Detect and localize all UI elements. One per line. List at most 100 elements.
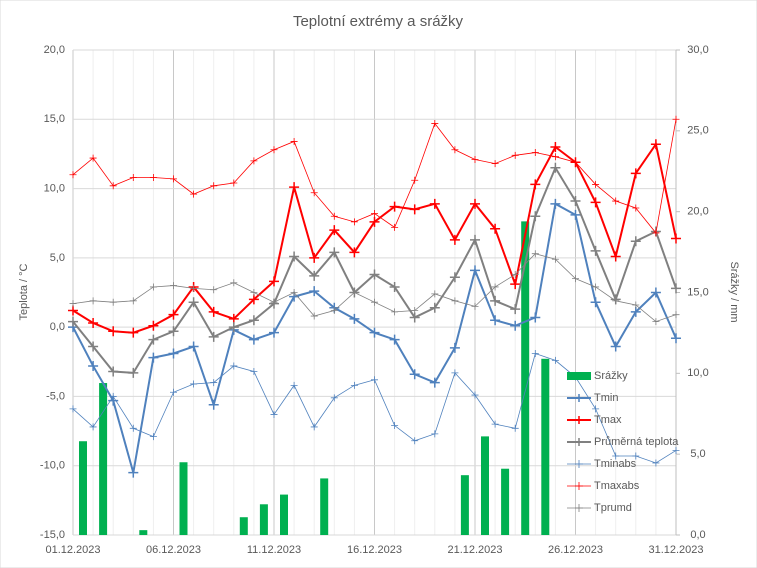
y-tick-label: 10,0 bbox=[44, 182, 65, 194]
x-tick-label: 01.12.2023 bbox=[45, 544, 100, 556]
point-marker bbox=[530, 179, 541, 190]
point-marker bbox=[88, 317, 99, 328]
point-marker bbox=[511, 424, 519, 432]
point-marker bbox=[672, 115, 680, 123]
legend-label: Srážky bbox=[594, 370, 628, 382]
bar bbox=[521, 221, 530, 535]
point-marker bbox=[190, 190, 198, 198]
point-marker bbox=[309, 286, 320, 297]
point-marker bbox=[672, 311, 680, 319]
point-marker bbox=[389, 281, 400, 292]
point-marker bbox=[208, 306, 219, 317]
point-marker bbox=[148, 320, 159, 331]
point-marker bbox=[671, 283, 681, 294]
y2-tick-label: 25,0 bbox=[687, 125, 708, 137]
point-marker bbox=[652, 459, 660, 467]
point-marker bbox=[230, 279, 238, 287]
point-marker bbox=[208, 331, 219, 342]
point-marker bbox=[391, 308, 399, 316]
point-marker bbox=[210, 182, 218, 190]
y-axis-label: Teplota / °C bbox=[18, 263, 30, 320]
point-marker bbox=[551, 153, 559, 161]
point-marker bbox=[190, 284, 198, 292]
point-marker bbox=[510, 320, 521, 331]
point-marker bbox=[429, 377, 440, 388]
point-marker bbox=[148, 352, 159, 363]
point-marker bbox=[149, 173, 157, 181]
point-marker bbox=[411, 176, 419, 184]
point-marker bbox=[128, 467, 139, 478]
point-marker bbox=[431, 119, 439, 127]
point-marker bbox=[269, 276, 279, 287]
point-marker bbox=[310, 312, 318, 320]
point-marker bbox=[350, 289, 358, 296]
point-marker bbox=[310, 423, 318, 431]
point-marker bbox=[250, 289, 258, 296]
y2-tick-label: 10,0 bbox=[687, 367, 708, 379]
y-tick-label: 20,0 bbox=[44, 44, 65, 56]
point-marker bbox=[592, 180, 600, 188]
point-marker bbox=[69, 171, 77, 179]
point-marker bbox=[109, 392, 117, 400]
point-marker bbox=[389, 334, 400, 345]
point-marker bbox=[391, 223, 399, 231]
point-marker bbox=[530, 312, 541, 323]
point-marker bbox=[411, 437, 419, 445]
point-marker bbox=[449, 342, 460, 353]
point-marker bbox=[612, 452, 620, 460]
point-marker bbox=[170, 282, 177, 290]
bar bbox=[99, 383, 108, 535]
point-marker bbox=[330, 394, 338, 402]
point-marker bbox=[470, 198, 480, 209]
point-marker bbox=[491, 160, 499, 168]
point-marker bbox=[69, 300, 77, 308]
point-marker bbox=[672, 446, 680, 454]
point-marker bbox=[630, 236, 641, 247]
point-marker bbox=[590, 245, 601, 256]
point-marker bbox=[429, 198, 440, 209]
legend-label: Tmaxabs bbox=[594, 480, 640, 492]
point-marker bbox=[188, 297, 199, 308]
point-marker bbox=[208, 399, 219, 410]
chart-title: Teplotní extrémy a srážky bbox=[293, 13, 464, 30]
point-marker bbox=[248, 334, 259, 345]
y-tick-label: -5,0 bbox=[46, 390, 65, 402]
point-marker bbox=[671, 233, 681, 244]
point-marker bbox=[511, 151, 519, 159]
point-marker bbox=[471, 302, 479, 310]
y-tick-label: 0,0 bbox=[50, 321, 65, 333]
point-marker bbox=[391, 422, 399, 430]
point-marker bbox=[329, 247, 340, 258]
point-marker bbox=[350, 218, 358, 226]
legend-swatch bbox=[567, 372, 591, 380]
point-marker bbox=[471, 155, 479, 163]
y-tick-label: 5,0 bbox=[50, 252, 65, 264]
point-marker bbox=[108, 366, 119, 377]
point-marker bbox=[371, 210, 378, 218]
point-marker bbox=[329, 225, 340, 236]
x-tick-label: 31.12.2023 bbox=[648, 544, 703, 556]
x-tick-label: 06.12.2023 bbox=[146, 544, 201, 556]
point-marker bbox=[572, 275, 579, 283]
point-marker bbox=[490, 315, 501, 326]
point-marker bbox=[510, 304, 521, 315]
point-marker bbox=[389, 201, 400, 212]
legend-marker bbox=[575, 460, 583, 468]
point-marker bbox=[109, 182, 117, 190]
point-marker bbox=[128, 367, 139, 378]
bar bbox=[259, 504, 268, 535]
point-marker bbox=[269, 327, 279, 338]
point-marker bbox=[330, 307, 338, 315]
y2-tick-label: 0,0 bbox=[690, 529, 705, 541]
point-marker bbox=[149, 283, 157, 291]
point-marker bbox=[491, 283, 499, 291]
y2-tick-label: 15,0 bbox=[687, 286, 708, 298]
x-tick-label: 11.12.2023 bbox=[247, 544, 301, 556]
point-marker bbox=[652, 318, 660, 326]
point-marker bbox=[170, 388, 177, 396]
point-marker bbox=[168, 348, 179, 359]
point-marker bbox=[230, 362, 238, 370]
point-marker bbox=[531, 250, 539, 258]
bar bbox=[501, 468, 510, 535]
legend-label: Tminabs bbox=[594, 458, 637, 470]
